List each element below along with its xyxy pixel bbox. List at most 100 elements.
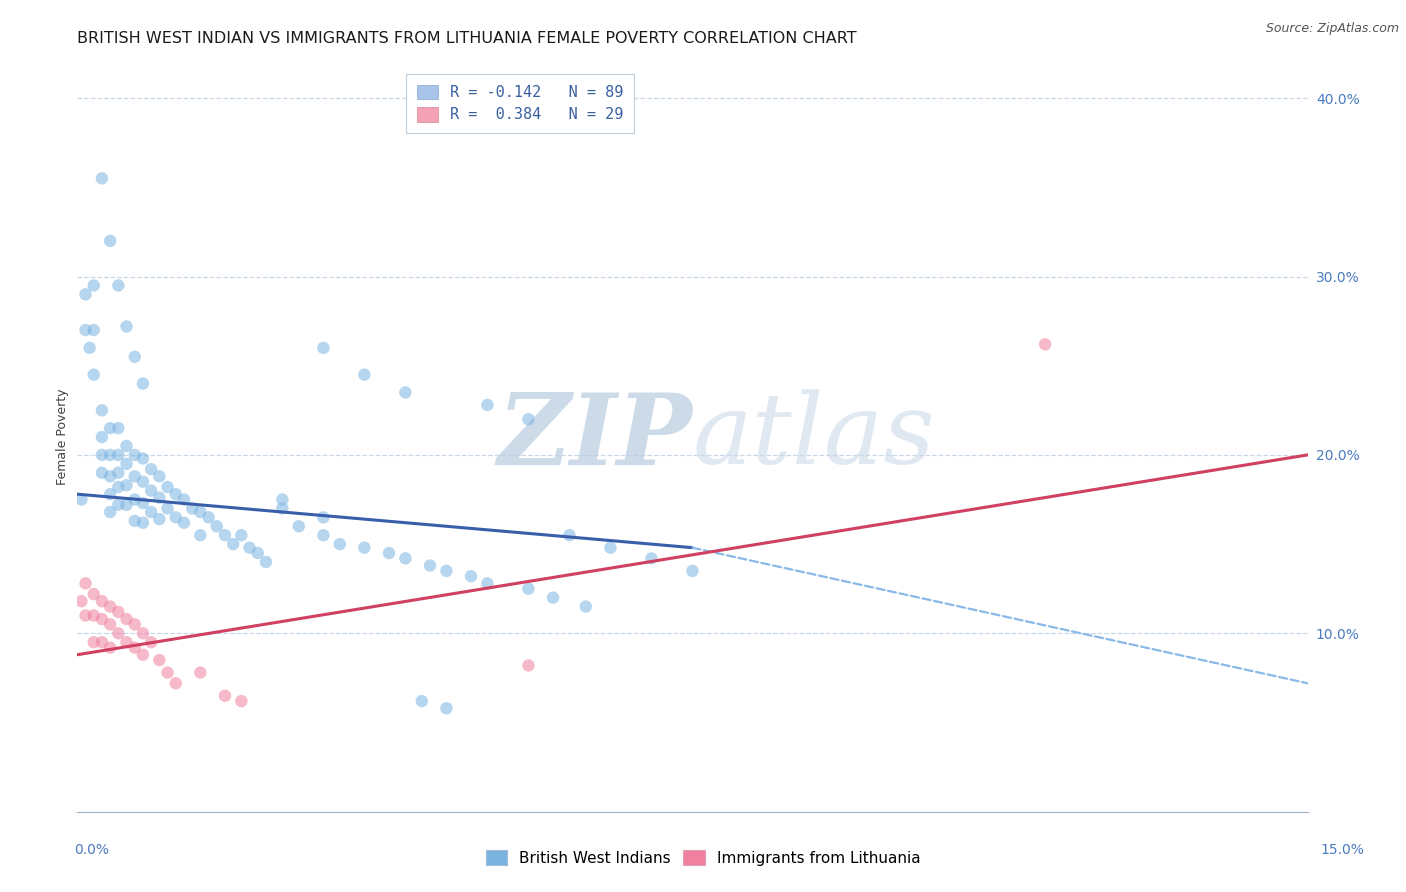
Point <box>83 635 105 649</box>
Point <box>132 475 155 489</box>
Point <box>288 519 311 533</box>
Point <box>1033 337 1056 351</box>
Point <box>124 469 146 483</box>
Point <box>239 541 262 555</box>
Point <box>75 287 97 301</box>
Point <box>132 376 155 391</box>
Point <box>132 451 155 466</box>
Point <box>90 448 114 462</box>
Point <box>394 551 416 566</box>
Point <box>115 498 138 512</box>
Point <box>156 665 179 680</box>
Point <box>75 323 97 337</box>
Point <box>188 665 212 680</box>
Point <box>477 398 499 412</box>
Point <box>107 278 129 293</box>
Point <box>312 510 335 524</box>
Point <box>90 171 114 186</box>
Text: 15.0%: 15.0% <box>1320 843 1365 857</box>
Point <box>173 516 195 530</box>
Point <box>98 599 121 614</box>
Point <box>124 617 146 632</box>
Point <box>98 505 121 519</box>
Point <box>394 385 416 400</box>
Point <box>411 694 433 708</box>
Point <box>98 234 121 248</box>
Point <box>231 528 253 542</box>
Point <box>148 653 170 667</box>
Point <box>124 640 146 655</box>
Point <box>222 537 245 551</box>
Point <box>124 492 146 507</box>
Point <box>98 640 121 655</box>
Point <box>378 546 401 560</box>
Point <box>312 528 335 542</box>
Point <box>115 457 138 471</box>
Point <box>181 501 204 516</box>
Point <box>70 594 93 608</box>
Point <box>98 487 121 501</box>
Point <box>107 498 129 512</box>
Point <box>124 448 146 462</box>
Point <box>83 278 105 293</box>
Point <box>132 626 155 640</box>
Point <box>83 323 105 337</box>
Point <box>141 635 163 649</box>
Point <box>107 466 129 480</box>
Point <box>517 658 540 673</box>
Point <box>132 496 155 510</box>
Point <box>124 350 146 364</box>
Point <box>107 626 129 640</box>
Point <box>90 403 114 417</box>
Point <box>541 591 564 605</box>
Point <box>115 319 138 334</box>
Point <box>477 576 499 591</box>
Point <box>436 701 458 715</box>
Point <box>353 368 375 382</box>
Point <box>124 514 146 528</box>
Point <box>329 537 352 551</box>
Point <box>460 569 482 583</box>
Text: ZIP: ZIP <box>498 389 693 485</box>
Point <box>98 448 121 462</box>
Point <box>83 608 105 623</box>
Point <box>205 519 228 533</box>
Point <box>141 462 163 476</box>
Point <box>156 480 179 494</box>
Point <box>132 516 155 530</box>
Point <box>115 439 138 453</box>
Point <box>107 480 129 494</box>
Point <box>517 582 540 596</box>
Legend: R = -0.142   N = 89, R =  0.384   N = 29: R = -0.142 N = 89, R = 0.384 N = 29 <box>406 74 634 133</box>
Point <box>165 510 187 524</box>
Point <box>271 501 294 516</box>
Text: BRITISH WEST INDIAN VS IMMIGRANTS FROM LITHUANIA FEMALE POVERTY CORRELATION CHAR: BRITISH WEST INDIAN VS IMMIGRANTS FROM L… <box>77 31 856 46</box>
Point <box>165 487 187 501</box>
Point <box>98 421 121 435</box>
Point <box>115 612 138 626</box>
Point <box>231 694 253 708</box>
Point <box>70 492 93 507</box>
Point <box>197 510 219 524</box>
Point <box>312 341 335 355</box>
Point <box>254 555 277 569</box>
Point <box>214 528 236 542</box>
Point <box>107 605 129 619</box>
Point <box>90 466 114 480</box>
Point <box>173 492 195 507</box>
Point <box>75 576 97 591</box>
Legend: British West Indians, Immigrants from Lithuania: British West Indians, Immigrants from Li… <box>478 843 928 873</box>
Point <box>90 594 114 608</box>
Point <box>353 541 375 555</box>
Point <box>156 501 179 516</box>
Point <box>90 612 114 626</box>
Point <box>188 505 212 519</box>
Point <box>271 492 294 507</box>
Text: Source: ZipAtlas.com: Source: ZipAtlas.com <box>1265 22 1399 36</box>
Point <box>75 608 97 623</box>
Point <box>575 599 598 614</box>
Point <box>141 483 163 498</box>
Point <box>83 368 105 382</box>
Point <box>90 430 114 444</box>
Point <box>436 564 458 578</box>
